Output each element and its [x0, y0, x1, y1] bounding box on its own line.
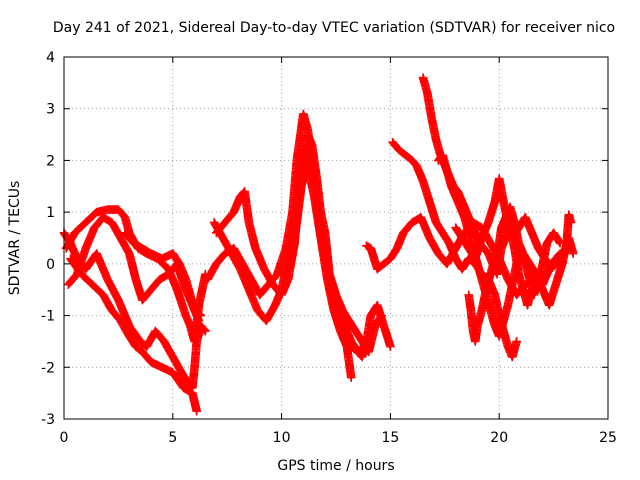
y-tick-label: -2: [41, 360, 55, 376]
series-track-9: [286, 130, 386, 357]
grid-lines: [64, 57, 608, 419]
data-point: [201, 326, 210, 336]
axis-ticks: 0 5 10 15 20 25 -3 -2 -1 0 1 2 3 4: [41, 50, 617, 446]
x-tick-label: 25: [599, 430, 617, 446]
y-axis-label: SDTVAR / TECUs: [7, 181, 23, 296]
series-track-1: [59, 228, 210, 393]
x-tick-label: 5: [168, 430, 177, 446]
y-tick-label: 4: [46, 50, 55, 66]
data-point: [568, 249, 578, 258]
data-point: [194, 316, 204, 326]
data-point: [200, 325, 209, 335]
x-axis-label: GPS time / hours: [277, 458, 394, 474]
series-track-4: [66, 254, 202, 416]
x-tick-label: 0: [60, 430, 69, 446]
data-point: [196, 311, 206, 320]
y-tick-label: 1: [46, 205, 55, 221]
data-point: [346, 373, 356, 382]
series-track-15: [464, 202, 576, 346]
series-track-5: [120, 228, 206, 320]
data-point: [386, 342, 395, 351]
x-tick-label: 15: [381, 430, 399, 446]
data-points: [59, 73, 578, 416]
plot-frame: [63, 56, 609, 420]
data-point: [555, 237, 564, 247]
y-tick-label: -1: [41, 309, 55, 325]
series-track-13: [433, 150, 565, 341]
data-point: [566, 218, 576, 227]
y-tick-label: 3: [46, 102, 55, 118]
y-tick-label: 0: [46, 257, 55, 273]
data-point: [195, 310, 205, 319]
y-tick-label: -3: [41, 412, 55, 428]
data-point: [377, 311, 386, 320]
data-point: [376, 312, 386, 322]
data-point: [192, 406, 202, 416]
chart-title: Day 241 of 2021, Sidereal Day-to-day VTE…: [53, 20, 615, 36]
y-tick-label: 2: [46, 153, 55, 169]
data-point: [512, 337, 521, 346]
x-tick-label: 10: [273, 430, 291, 446]
x-tick-label: 20: [490, 430, 508, 446]
